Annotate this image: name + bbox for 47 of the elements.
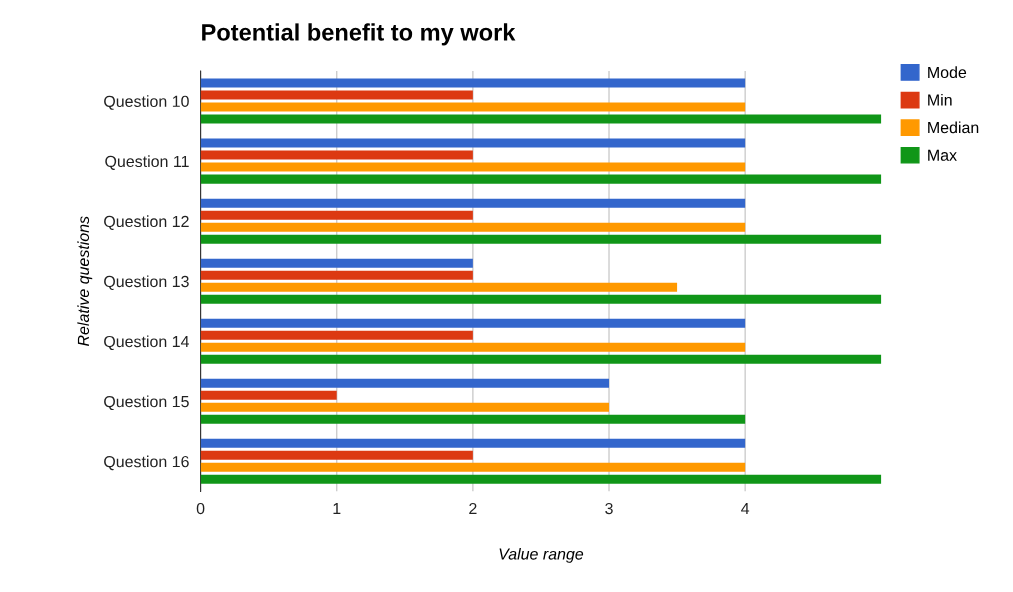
x-tick-label: 4 — [741, 503, 750, 515]
bar — [200, 270, 473, 280]
legend-label: Max — [928, 149, 957, 161]
bar — [200, 330, 473, 340]
bar — [200, 114, 882, 124]
bar — [200, 78, 746, 88]
bar — [200, 258, 473, 268]
bar — [200, 378, 610, 388]
bar — [200, 318, 746, 328]
legend-label: Min — [928, 93, 952, 106]
y-tick-label: Question 12 — [104, 215, 189, 230]
bar — [200, 342, 746, 352]
bar — [200, 438, 746, 448]
y-tick-label: Question 15 — [104, 395, 189, 411]
bar — [200, 234, 882, 244]
y-tick-label: Question 13 — [104, 275, 189, 290]
bar — [200, 450, 473, 460]
bar — [200, 210, 473, 220]
y-axis-title: Relative questions — [77, 216, 93, 346]
bar — [200, 222, 746, 232]
bar — [200, 174, 882, 184]
bar — [200, 282, 678, 292]
bar — [200, 294, 882, 304]
bar — [200, 138, 746, 148]
x-tick-label: 0 — [196, 502, 205, 515]
legend-label: Mode — [928, 66, 967, 79]
bar — [200, 390, 337, 400]
bar — [200, 462, 746, 472]
bar — [200, 102, 746, 112]
bar — [200, 414, 746, 424]
bar — [200, 162, 746, 172]
chart-title: Potential benefit to my work — [202, 23, 516, 46]
x-tick-label: 1 — [333, 503, 341, 515]
y-tick-label: Question 10 — [104, 95, 189, 110]
bar — [200, 402, 610, 412]
y-tick-label: Question 16 — [104, 455, 189, 471]
bar — [200, 150, 473, 160]
x-tick-label: 3 — [605, 502, 613, 515]
bar — [200, 474, 882, 484]
bar — [200, 198, 746, 208]
x-axis-title: Value range — [499, 547, 584, 563]
legend-label: Median — [928, 121, 979, 134]
y-tick-label: Question 14 — [104, 335, 189, 351]
bar — [200, 90, 473, 100]
x-tick-label: 2 — [469, 502, 477, 515]
y-tick-label: Question 11 — [105, 155, 189, 170]
bar — [200, 354, 882, 364]
